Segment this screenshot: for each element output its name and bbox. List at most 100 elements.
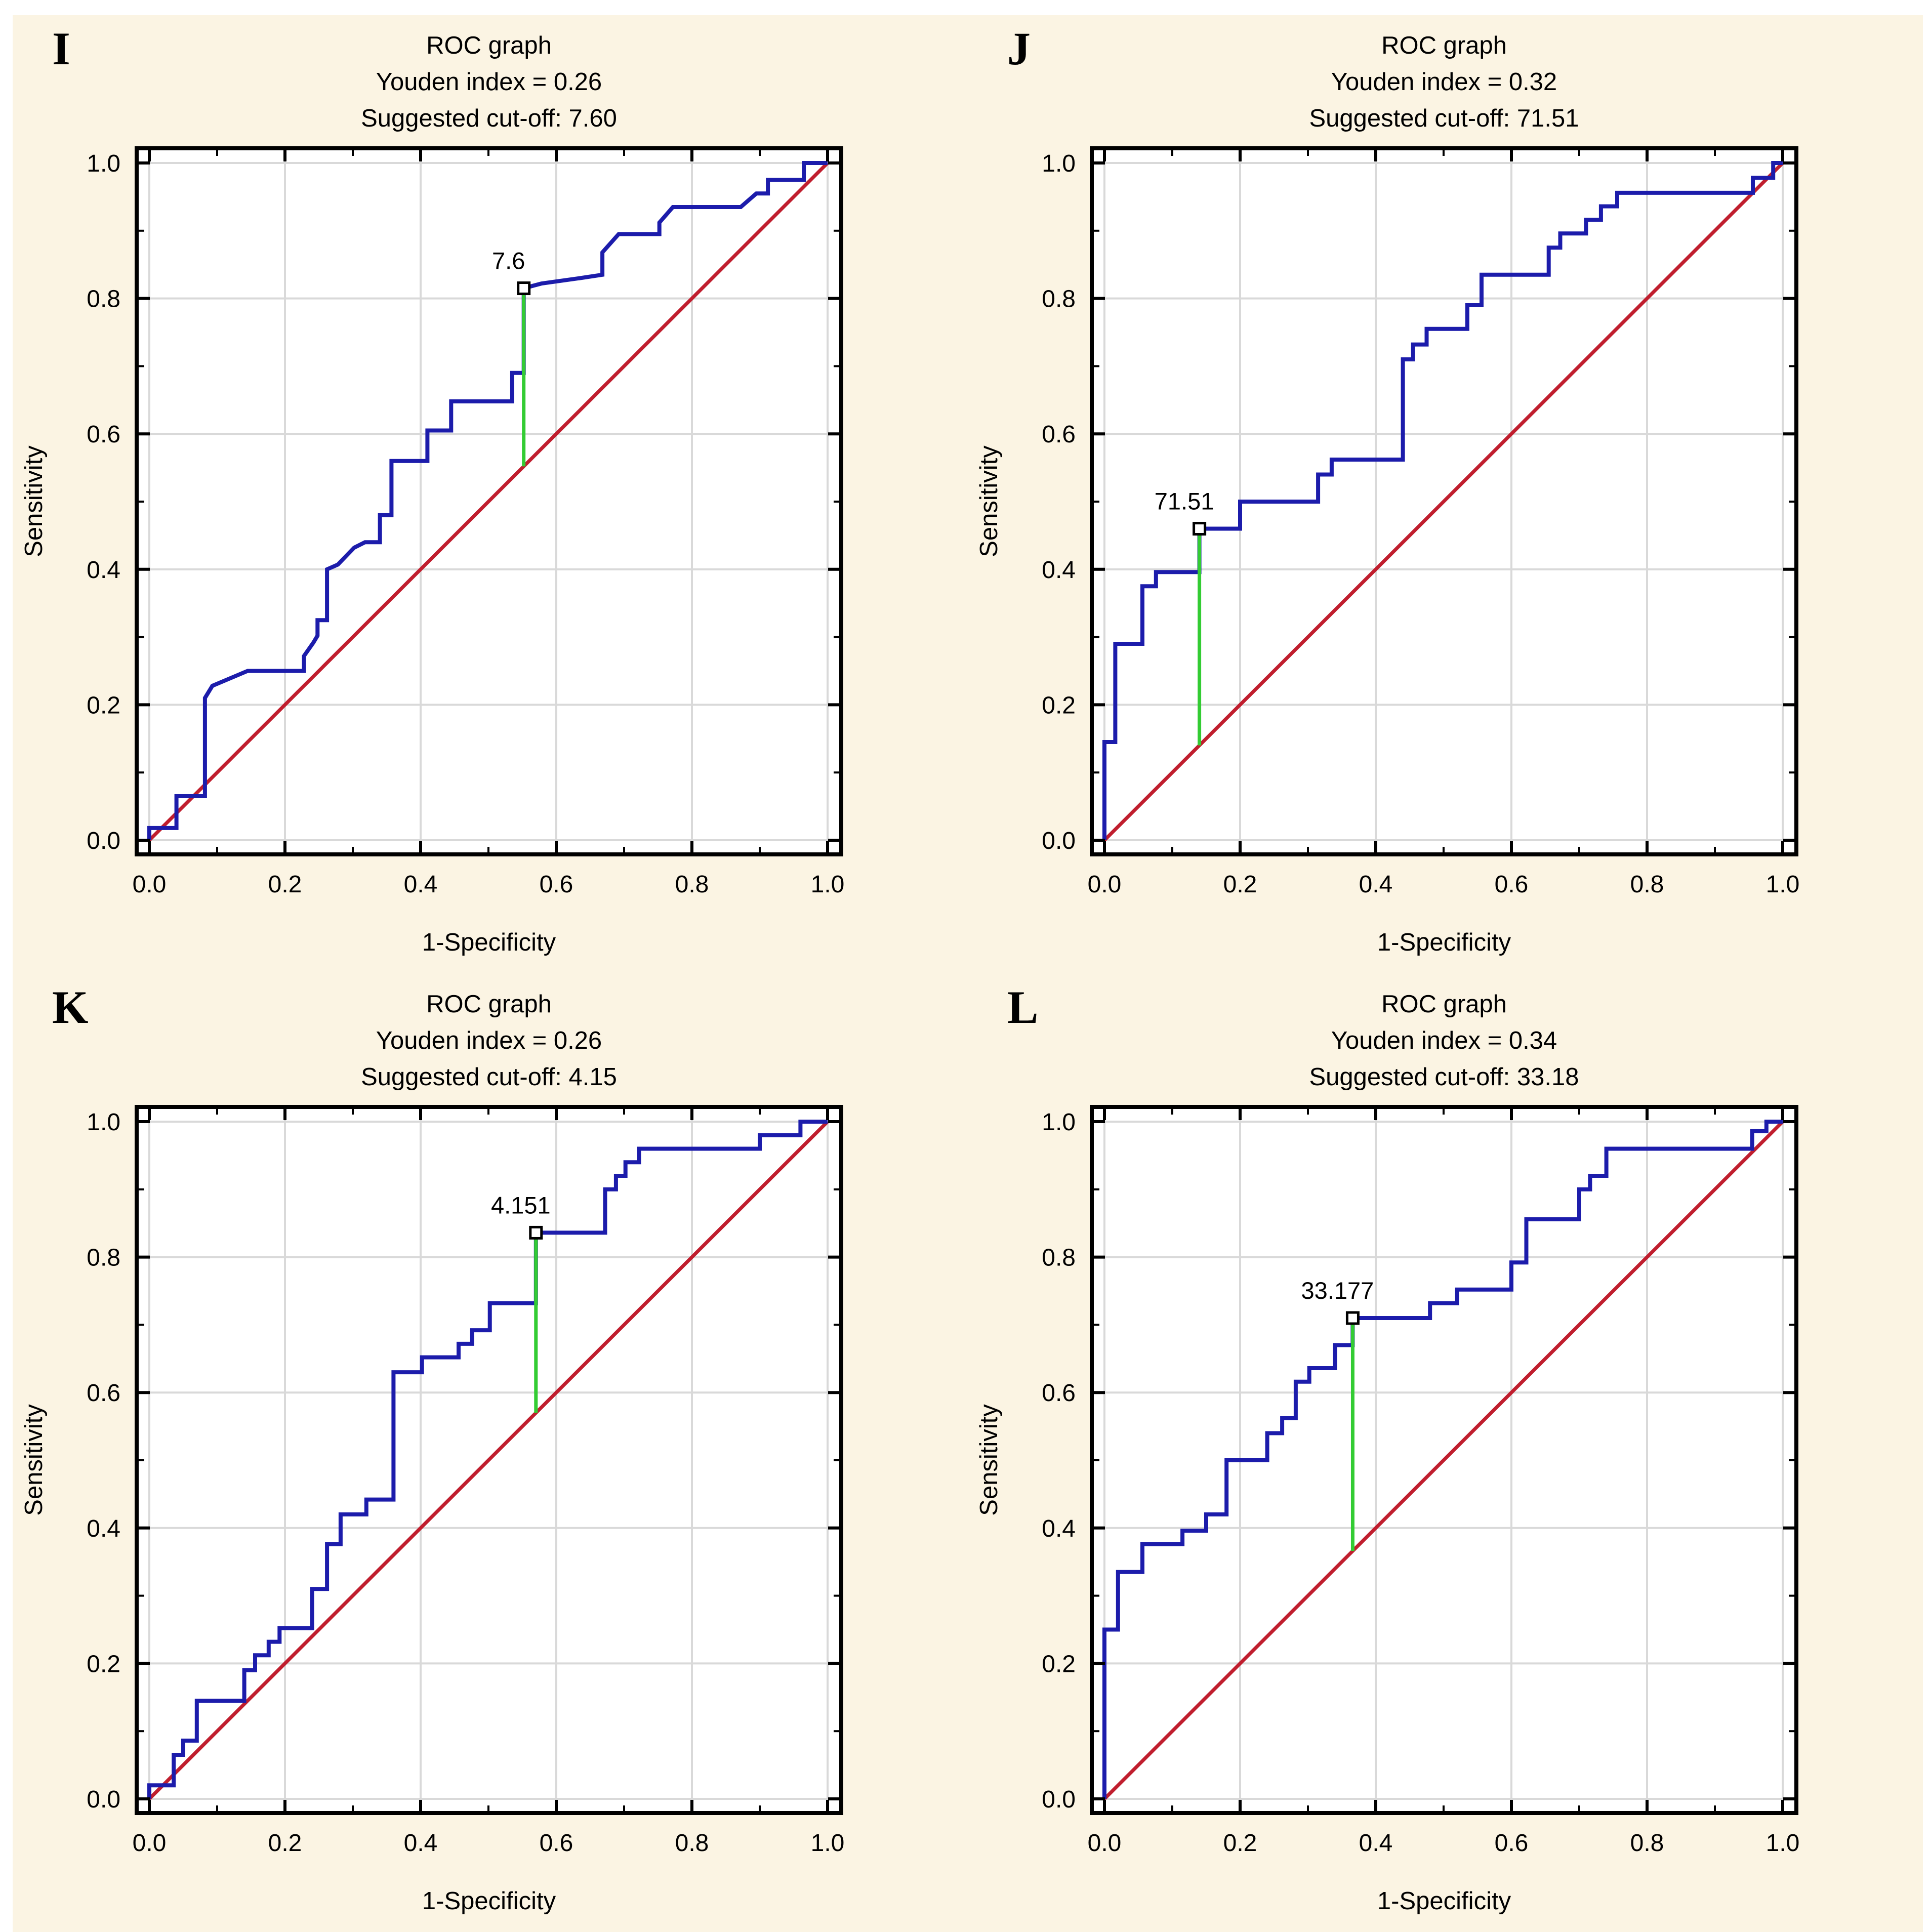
x-axis-title: 1-Specificity (1377, 1887, 1511, 1915)
y-tick-label: 0.2 (87, 692, 120, 719)
roc-curve (147, 161, 828, 840)
y-axis-title: Sensitivity (20, 1404, 48, 1515)
y-tick-label: 0.2 (1042, 692, 1076, 719)
y-tick-label: 0.8 (1042, 1244, 1076, 1271)
roc-curve (1102, 1119, 1783, 1799)
roc-plot: 71.51 0.0 0.0 0.2 0.2 0.4 0.4 0.6 0.6 0.8 0.8 1.0 1.… (975, 146, 1800, 956)
figure-page: I ROC graph Youden index = 0.26 Suggeste… (13, 15, 1923, 1932)
y-tick-label: 1.0 (87, 1109, 120, 1136)
y-tick-label: 0.6 (87, 1380, 120, 1407)
y-tick-label: 0.6 (1042, 1380, 1076, 1407)
cutoff-value-label: 71.51 (1155, 488, 1214, 515)
roc-plot: 4.151 0.0 0.0 0.2 0.2 0.4 0.4 0.6 0.6 0.8 0.8 1.0 1.… (20, 1104, 845, 1915)
roc-curve (147, 1119, 828, 1799)
chart-title: ROC graph (426, 32, 552, 59)
plot-frame (135, 1104, 843, 1815)
x-tick-label: 1.0 (1766, 1830, 1800, 1857)
chart-title-block: ROC graph Youden index = 0.26 Suggested … (137, 986, 841, 1095)
x-tick-label: 0.2 (268, 1830, 302, 1857)
panel-letter-j: J (1007, 23, 1031, 74)
roc-panel-l: L ROC graph Youden index = 0.34 Suggeste… (968, 974, 1923, 1932)
reference-diagonal-line (1103, 1120, 1784, 1800)
chart-title: ROC graph (426, 990, 552, 1018)
cutoff-value-label: 33.177 (1301, 1277, 1374, 1304)
y-axis-title: Sensitivity (975, 1404, 1003, 1515)
youden-index-subtitle: Youden index = 0.26 (376, 1026, 602, 1054)
panel-letter-k: K (52, 981, 89, 1033)
x-tick-label: 0.4 (404, 871, 438, 898)
y-axis-title: Sensitivity (975, 445, 1003, 557)
x-tick-label: 0.0 (133, 1830, 167, 1857)
reference-diagonal-line (1103, 161, 1784, 842)
x-tick-label: 0.8 (1630, 1830, 1664, 1857)
cutoff-subtitle: Suggested cut-off: 71.51 (1309, 105, 1579, 132)
chart-title: ROC graph (1381, 32, 1507, 59)
x-tick-label: 0.0 (133, 871, 167, 898)
roc-panel-i: I ROC graph Youden index = 0.26 Suggeste… (13, 15, 968, 974)
x-tick-label: 0.0 (1088, 871, 1122, 898)
roc-panel-j: J ROC graph Youden index = 0.32 Suggeste… (968, 15, 1923, 974)
x-tick-label: 0.4 (1359, 1830, 1393, 1857)
y-tick-label: 1.0 (1042, 1109, 1076, 1136)
x-tick-label: 0.6 (1495, 871, 1529, 898)
x-tick-label: 1.0 (811, 1830, 845, 1857)
reference-diagonal-line (148, 1120, 829, 1800)
x-tick-label: 0.6 (540, 871, 573, 898)
x-tick-label: 0.0 (1088, 1830, 1122, 1857)
x-tick-label: 0.4 (1359, 871, 1393, 898)
y-tick-label: 0.6 (1042, 421, 1076, 448)
plot-frame (135, 146, 843, 856)
cutoff-marker (1193, 522, 1207, 536)
panel-letter-i: I (52, 23, 70, 74)
chart-title-block: ROC graph Youden index = 0.26 Suggested … (137, 27, 841, 137)
x-axis-title: 1-Specificity (1377, 929, 1511, 956)
plot-frame (1090, 1104, 1798, 1815)
roc-curve (1102, 161, 1783, 840)
cutoff-value-label: 7.6 (492, 248, 525, 274)
chart-title-block: ROC graph Youden index = 0.34 Suggested … (1092, 986, 1796, 1095)
roc-panel-k: K ROC graph Youden index = 0.26 Suggeste… (13, 974, 968, 1932)
roc-plot: 7.6 0.0 0.0 0.2 0.2 0.4 0.4 0.6 0.6 0.8 0.8 1.0 1.0 1… (20, 146, 844, 956)
panel-letter-l: L (1007, 981, 1039, 1033)
x-tick-label: 0.6 (540, 1830, 573, 1857)
y-tick-label: 0.8 (87, 1244, 120, 1271)
x-axis-title: 1-Specificity (422, 929, 556, 956)
y-tick-label: 0.4 (1042, 1515, 1076, 1542)
plot-frame (1090, 146, 1798, 856)
y-tick-label: 0.4 (87, 557, 120, 584)
x-tick-label: 0.8 (675, 871, 709, 898)
y-tick-label: 0.0 (1042, 1786, 1076, 1813)
y-tick-label: 0.4 (87, 1515, 120, 1542)
y-tick-label: 0.0 (1042, 828, 1076, 854)
cutoff-marker (529, 1225, 543, 1240)
y-tick-label: 0.0 (87, 828, 120, 854)
x-axis-title: 1-Specificity (422, 1887, 556, 1915)
x-tick-label: 0.2 (1223, 1830, 1257, 1857)
cutoff-value-label: 4.151 (491, 1191, 551, 1218)
chart-title: ROC graph (1381, 990, 1507, 1018)
y-tick-label: 1.0 (1042, 150, 1076, 177)
cutoff-subtitle: Suggested cut-off: 4.15 (361, 1063, 617, 1091)
youden-index-subtitle: Youden index = 0.34 (1331, 1026, 1557, 1054)
y-axis-title: Sensitivity (20, 445, 48, 557)
cutoff-marker (517, 281, 531, 296)
y-tick-label: 1.0 (87, 150, 120, 177)
chart-title-block: ROC graph Youden index = 0.32 Suggested … (1092, 27, 1796, 137)
x-tick-label: 0.2 (1223, 871, 1257, 898)
youden-index-subtitle: Youden index = 0.26 (376, 68, 602, 96)
y-tick-label: 0.4 (1042, 557, 1076, 584)
x-tick-label: 0.4 (404, 1830, 438, 1857)
x-tick-label: 0.2 (268, 871, 302, 898)
reference-diagonal-line (148, 161, 829, 842)
y-tick-label: 0.8 (1042, 286, 1076, 313)
youden-index-subtitle: Youden index = 0.32 (1331, 68, 1557, 96)
y-tick-label: 0.8 (87, 286, 120, 313)
x-tick-label: 0.6 (1495, 1830, 1529, 1857)
roc-plot: 33.177 0.0 0.0 0.2 0.2 0.4 0.4 0.6 0.6 0.8 0.8 1.0 1… (975, 1104, 1800, 1915)
x-tick-label: 1.0 (1766, 871, 1800, 898)
x-tick-label: 0.8 (1630, 871, 1664, 898)
y-tick-label: 0.6 (87, 421, 120, 448)
y-tick-label: 0.2 (1042, 1651, 1076, 1677)
x-tick-label: 0.8 (675, 1830, 709, 1857)
cutoff-subtitle: Suggested cut-off: 33.18 (1309, 1063, 1579, 1091)
